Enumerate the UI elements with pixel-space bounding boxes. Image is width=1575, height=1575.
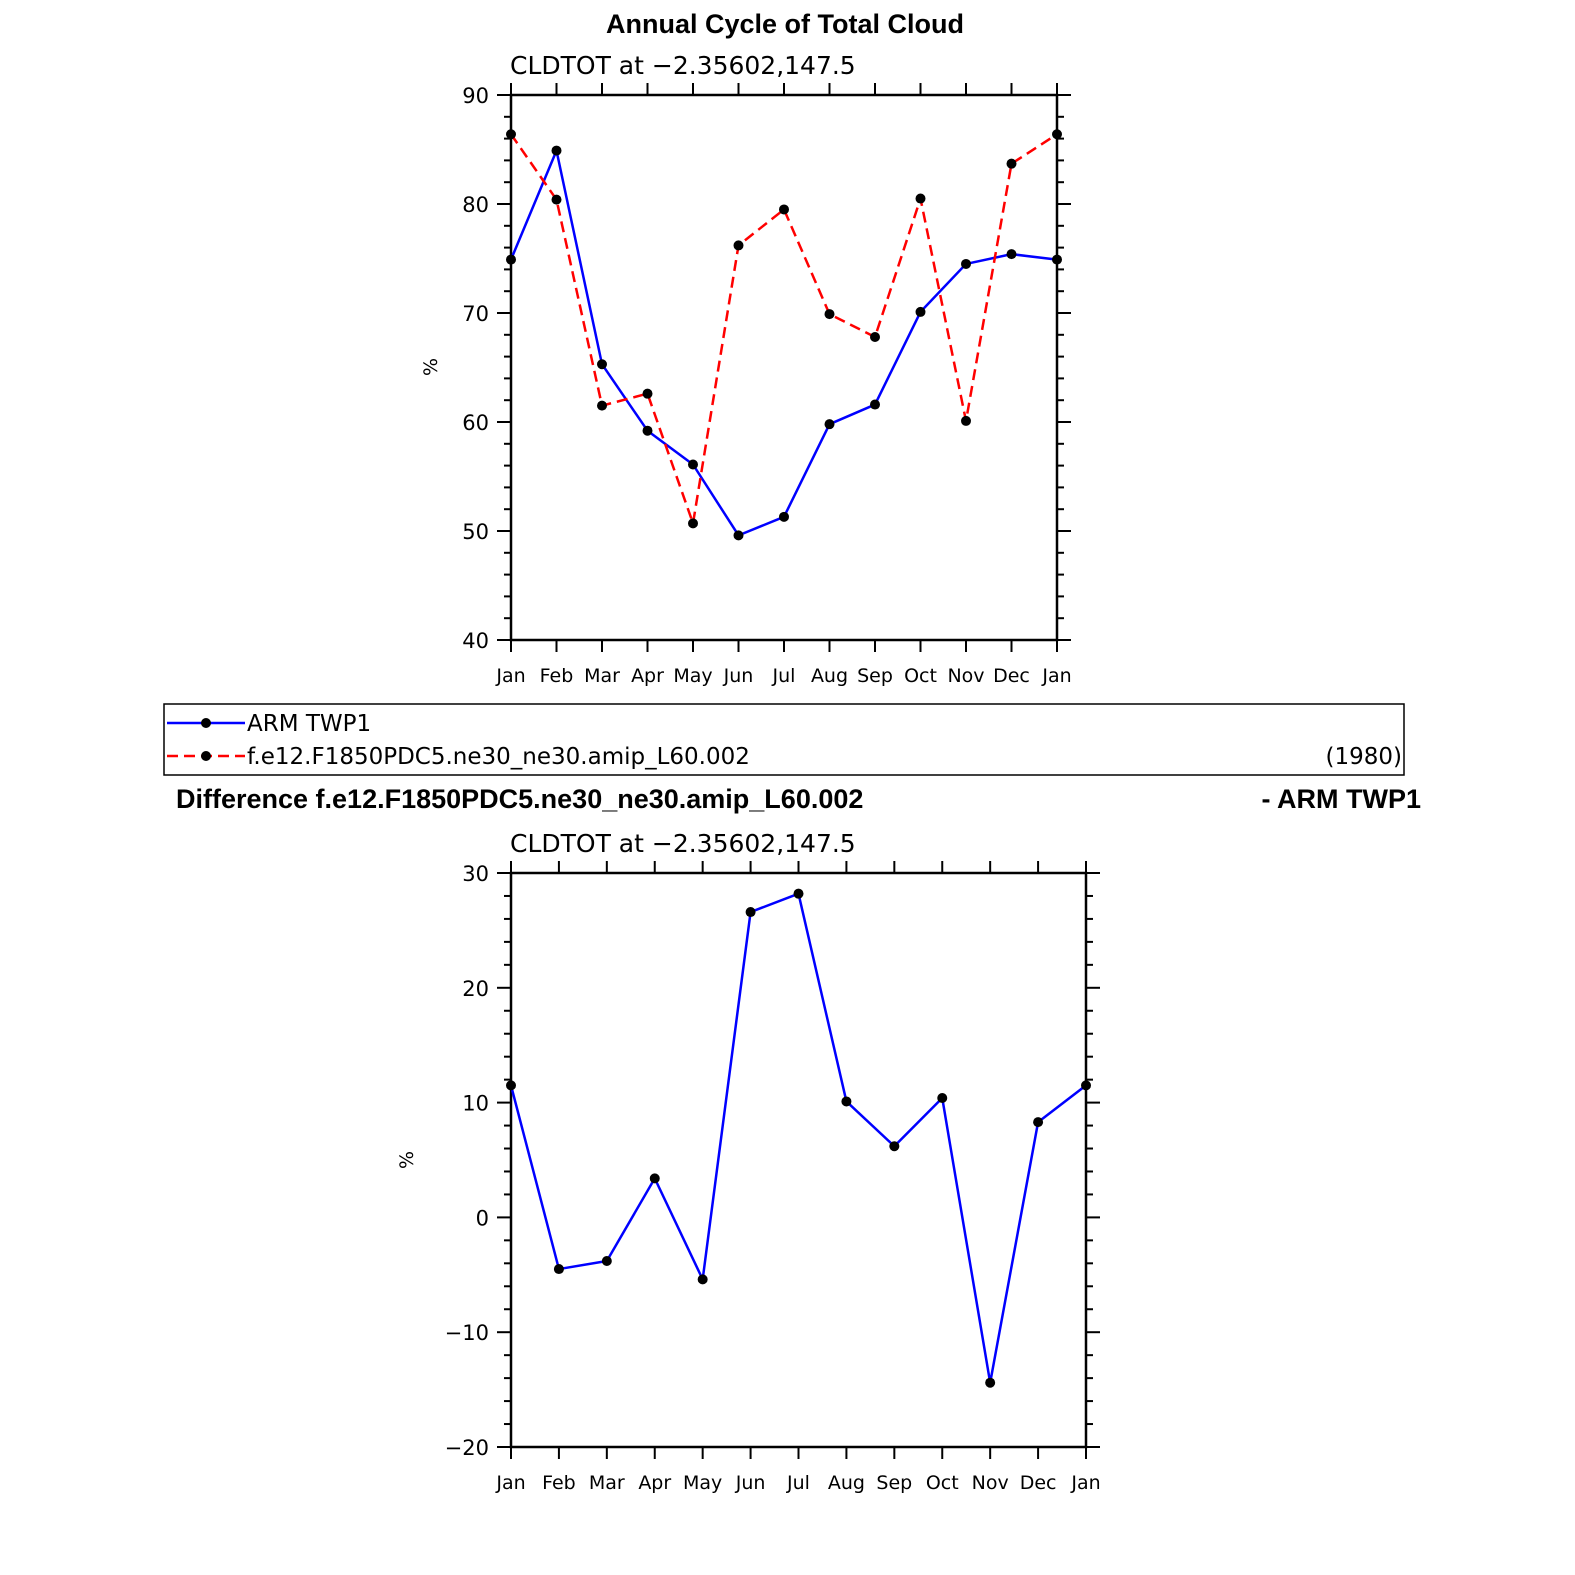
x-tick-label: Aug	[811, 665, 848, 687]
data-point-0	[937, 1093, 948, 1104]
data-point-0	[553, 1264, 564, 1275]
data-point-0	[733, 530, 744, 541]
data-point-0	[649, 1173, 660, 1184]
data-point-0	[745, 907, 756, 918]
data-point-0	[688, 459, 698, 470]
y-tick-label: 60	[462, 411, 489, 435]
data-point-0	[779, 511, 789, 522]
data-point-1	[1006, 158, 1017, 169]
legend-years: (1980)	[1326, 744, 1402, 770]
data-point-0	[1052, 254, 1062, 265]
data-point-1	[733, 240, 744, 251]
legend-label-obs: ARM TWP1	[247, 711, 371, 737]
x-tick-label: Jun	[723, 665, 754, 687]
y-tick-label: 20	[462, 977, 489, 1001]
x-tick-label: Dec	[1020, 1472, 1057, 1494]
data-point-1	[642, 388, 653, 399]
x-tick-label: Sep	[876, 1472, 912, 1494]
data-point-0	[597, 359, 607, 370]
x-tick-label: Nov	[947, 665, 984, 687]
top-plot-area: 40 50 60 70 80 90 Jan Feb Mar Apr May Jun Jul Aug Sep O…	[462, 83, 1072, 687]
legend: ARM TWP1 f.e12.F1850PDC5.ne30_ne30.amip_…	[163, 703, 1405, 776]
data-point-1	[1052, 129, 1062, 140]
top-ylabel: %	[420, 358, 442, 376]
data-point-0	[506, 254, 516, 265]
y-tick-label: −20	[445, 1436, 489, 1460]
x-tick-label: Aug	[828, 1472, 865, 1494]
data-point-1	[597, 400, 607, 411]
legend-box	[163, 703, 1405, 776]
y-tick-label: 90	[462, 84, 489, 108]
x-tick-label: Oct	[904, 665, 937, 687]
x-tick-label: Nov	[972, 1472, 1009, 1494]
data-point-0	[1006, 249, 1017, 260]
legend-marker-model	[201, 751, 211, 761]
data-point-0	[841, 1096, 852, 1107]
top-title: Annual Cycle of Total Cloud	[606, 9, 964, 39]
data-point-0	[697, 1274, 708, 1285]
x-tick-label: Jul	[786, 1472, 810, 1494]
bottom-subtitle: CLDTOT at −2.35602,147.5	[510, 829, 856, 858]
plot-frame-0	[509, 93, 1059, 642]
data-point-0	[889, 1141, 900, 1152]
x-tick-label: Mar	[584, 665, 620, 687]
data-point-0	[870, 399, 880, 410]
data-point-0	[824, 419, 835, 430]
x-tick-label: May	[673, 665, 712, 687]
x-tick-label: Apr	[638, 1472, 671, 1494]
x-tick-label: Feb	[540, 665, 574, 687]
y-tick-label: 80	[462, 193, 489, 217]
bottom-plot-area: −20 −10 0 10 20 30 Jan Feb Mar Apr May Jun Jul Aug Sep…	[445, 861, 1101, 1494]
data-point-1	[506, 129, 516, 140]
data-point-1	[961, 415, 971, 426]
data-point-0	[551, 145, 562, 156]
bottom-title-left: Difference f.e12.F1850PDC5.ne30_ne30.ami…	[176, 784, 863, 814]
data-point-0	[793, 888, 804, 899]
x-tick-label: Sep	[857, 665, 893, 687]
x-tick-label: Jul	[772, 665, 796, 687]
bottom-title-right: - ARM TWP1	[1262, 784, 1421, 814]
plot-frame-1	[509, 871, 1088, 1449]
series-line-1	[509, 133, 1058, 525]
y-tick-label: −10	[445, 1321, 489, 1345]
bottom-ylabel: %	[396, 1151, 418, 1169]
data-point-0	[1081, 1080, 1091, 1091]
x-tick-label: Jan	[495, 665, 525, 687]
legend-marker-obs	[201, 718, 211, 728]
legend-label-model: f.e12.F1850PDC5.ne30_ne30.amip_L60.002	[247, 744, 750, 770]
y-tick-label: 10	[462, 1092, 489, 1116]
y-tick-label: 30	[462, 862, 489, 886]
data-point-1	[870, 331, 880, 342]
y-tick-label: 40	[462, 629, 489, 653]
data-point-0	[506, 1080, 516, 1091]
data-point-0	[961, 258, 971, 269]
x-tick-label: Apr	[631, 665, 664, 687]
x-tick-label: Oct	[926, 1472, 959, 1494]
x-tick-label: Feb	[542, 1472, 576, 1494]
top-subtitle: CLDTOT at −2.35602,147.5	[510, 51, 856, 80]
series-line-0	[509, 892, 1087, 1384]
data-point-0	[642, 425, 653, 436]
data-point-0	[601, 1256, 612, 1267]
data-point-0	[915, 306, 926, 317]
x-tick-label: Dec	[993, 665, 1030, 687]
x-tick-label: Jan	[1041, 665, 1071, 687]
x-tick-label: May	[683, 1472, 722, 1494]
data-point-0	[985, 1377, 996, 1388]
data-point-1	[688, 518, 698, 529]
data-point-0	[1033, 1117, 1044, 1128]
y-tick-label: 70	[462, 302, 489, 326]
x-tick-label: Jan	[495, 1472, 525, 1494]
x-tick-label: Jun	[735, 1472, 766, 1494]
x-tick-label: Jan	[1070, 1472, 1100, 1494]
y-tick-label: 0	[476, 1206, 489, 1230]
data-point-1	[915, 193, 926, 204]
y-tick-label: 50	[462, 520, 489, 544]
x-tick-label: Mar	[589, 1472, 625, 1494]
data-point-1	[551, 194, 562, 205]
data-point-1	[779, 204, 789, 215]
data-point-1	[824, 309, 835, 320]
